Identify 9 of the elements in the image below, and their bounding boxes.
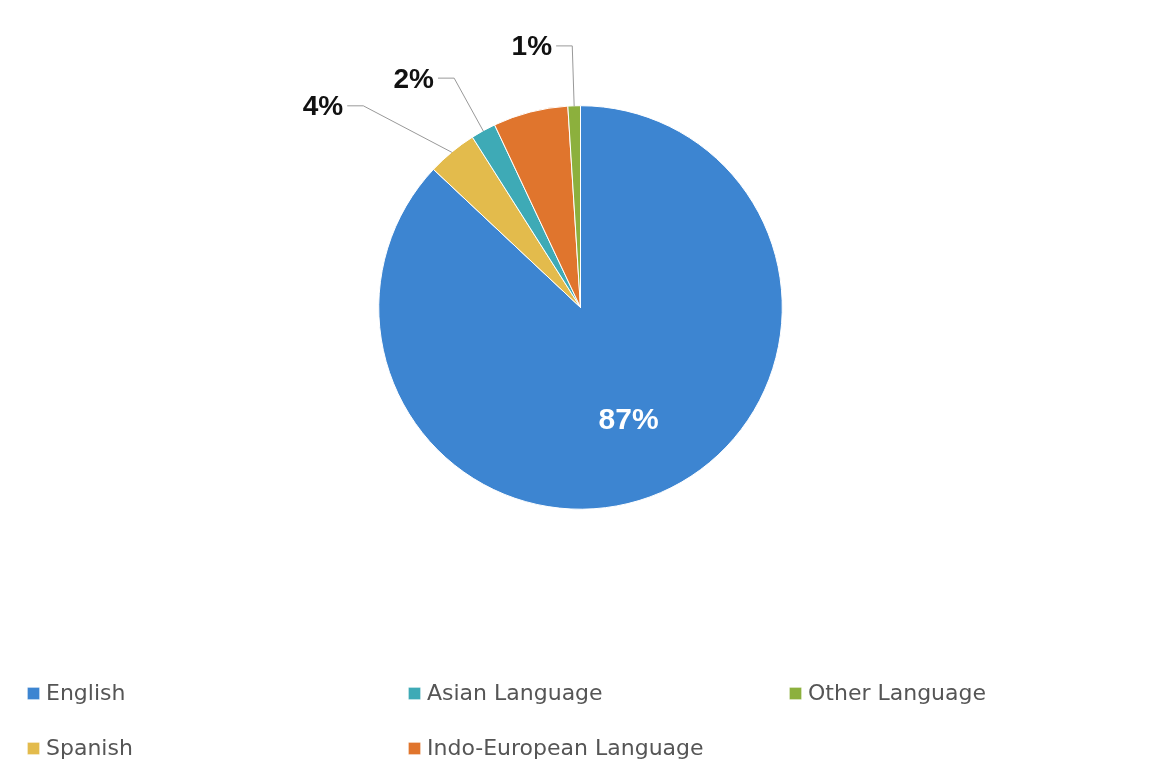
data-label: 2% xyxy=(393,62,435,94)
legend-label: Spanish xyxy=(46,735,134,760)
legend-label: Indo-European Language xyxy=(427,735,705,760)
legend-label: Other Language xyxy=(808,680,988,705)
legend-label: English xyxy=(46,680,127,705)
data-label: 87% xyxy=(598,401,659,435)
data-label: 1% xyxy=(511,30,553,62)
data-label: 4% xyxy=(302,90,344,122)
legend-label: Asian Language xyxy=(427,680,604,705)
